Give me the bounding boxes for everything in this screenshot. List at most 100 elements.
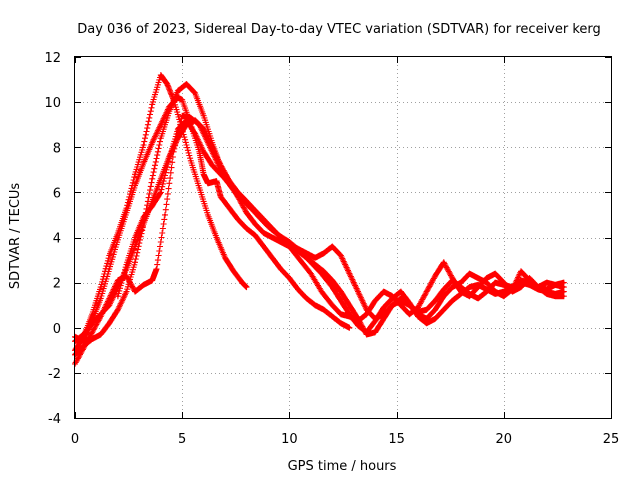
data-point	[399, 304, 403, 307]
data-point	[133, 261, 137, 264]
data-point	[108, 254, 111, 257]
data-point	[288, 276, 291, 280]
data-point	[562, 290, 565, 293]
data-point	[459, 285, 463, 289]
x-tick-label: 10	[281, 432, 298, 447]
data-point	[425, 308, 428, 311]
data-point	[262, 245, 265, 248]
data-point	[562, 285, 565, 289]
data-point	[193, 132, 197, 135]
data-point	[241, 281, 244, 284]
data-point	[279, 267, 282, 271]
data-point	[245, 227, 248, 230]
data-point	[519, 285, 523, 289]
data-point	[219, 164, 222, 167]
data-point	[391, 304, 394, 307]
data-point	[348, 272, 351, 275]
data-point	[309, 272, 312, 275]
data-point	[116, 308, 120, 311]
data-point	[451, 279, 454, 282]
data-point	[374, 317, 377, 320]
data-point	[365, 333, 368, 336]
data-point	[271, 236, 274, 239]
chart-title: Day 036 of 2023, Sidereal Day-to-day VTE…	[77, 22, 601, 37]
data-point	[168, 110, 171, 113]
y-axis-tick-labels: -4 -2 0 2 4 6 8 10 12	[44, 51, 61, 427]
data-point	[215, 236, 218, 239]
data-point	[391, 295, 394, 298]
data-point	[451, 299, 454, 302]
data-point	[185, 123, 188, 126]
x-axis-title: GPS time / hours	[288, 459, 397, 474]
data-point	[476, 285, 480, 289]
data-point	[425, 290, 428, 293]
data-point	[125, 211, 128, 214]
data-point	[253, 209, 257, 212]
data-point	[356, 317, 360, 320]
data-point	[151, 279, 154, 282]
x-tick-label: 0	[71, 432, 79, 447]
data-point	[142, 222, 145, 226]
data-point	[296, 247, 300, 250]
data-point	[425, 322, 428, 325]
data-point	[193, 119, 197, 122]
data-point	[322, 270, 325, 273]
data-point	[202, 173, 205, 176]
data-point	[116, 295, 120, 298]
data-point	[245, 285, 248, 289]
data-point	[442, 308, 445, 311]
data-point	[399, 299, 403, 302]
data-point	[206, 182, 210, 185]
data-point	[176, 137, 180, 140]
data-point	[271, 256, 274, 259]
data-point	[468, 292, 471, 296]
data-point	[305, 297, 308, 300]
x-tick-label: 25	[603, 432, 620, 447]
data-point	[108, 267, 111, 271]
data-point	[108, 322, 111, 325]
data-point	[82, 346, 85, 350]
data-point	[365, 308, 368, 311]
data-point	[125, 267, 128, 271]
data-point	[271, 227, 274, 230]
data-point	[545, 281, 548, 284]
data-point	[468, 272, 471, 275]
data-point	[159, 73, 162, 77]
data-point	[91, 322, 94, 325]
data-point	[236, 191, 240, 194]
data-point	[91, 331, 94, 334]
data-point	[151, 141, 154, 144]
data-point	[416, 306, 420, 309]
data-point	[331, 315, 334, 318]
data-point	[494, 290, 497, 293]
data-point	[296, 288, 300, 291]
data-point	[313, 304, 317, 307]
data-point	[408, 304, 411, 307]
data-point	[339, 254, 343, 257]
data-point	[494, 281, 497, 284]
data-point	[434, 299, 437, 302]
data-point	[262, 218, 265, 221]
data-point	[176, 89, 180, 93]
data-point	[459, 281, 463, 284]
data-point-markers	[72, 94, 353, 345]
data-point	[519, 270, 523, 273]
data-point	[181, 114, 184, 117]
data-point	[442, 295, 445, 298]
data-point	[159, 177, 162, 180]
data-point	[554, 283, 557, 287]
data-point	[485, 281, 488, 284]
y-tick-label: 2	[53, 277, 61, 292]
data-point	[442, 261, 445, 264]
data-point	[348, 304, 351, 307]
y-tick-label: 8	[53, 141, 61, 156]
data-point	[434, 274, 437, 278]
y-tick-label: 4	[53, 232, 61, 247]
data-point	[528, 281, 531, 284]
data-point	[434, 308, 437, 311]
data-point	[133, 173, 137, 176]
data-point	[339, 322, 343, 325]
data-point	[408, 313, 411, 316]
data-point	[536, 285, 540, 289]
